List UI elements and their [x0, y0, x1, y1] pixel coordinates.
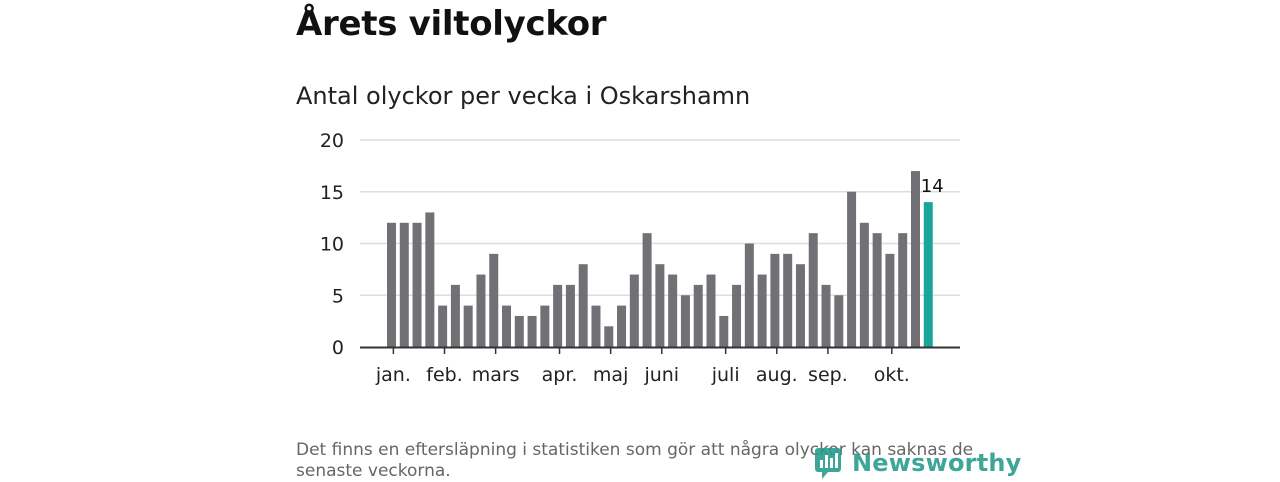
bar [463, 305, 473, 347]
bar [553, 284, 563, 347]
bar [412, 222, 422, 347]
bar [591, 305, 601, 347]
bar [770, 253, 780, 347]
y-tick-label: 0 [332, 337, 344, 359]
x-tick-label: jan. [375, 364, 411, 386]
y-tick-label: 5 [332, 285, 344, 307]
chart-subtitle: Antal olyckor per vecka i Oskarshamn [296, 82, 751, 110]
bar [502, 305, 512, 347]
x-tick-label: sep. [808, 364, 848, 386]
bar [642, 233, 652, 347]
bar [808, 233, 818, 347]
bar [629, 274, 639, 347]
bar [680, 295, 690, 347]
x-tick-label: juli [711, 364, 740, 386]
bar [387, 222, 396, 347]
highlight-value-label: 14 [921, 176, 944, 197]
bar [821, 284, 831, 347]
bar [527, 315, 537, 347]
bar [859, 222, 869, 347]
bar [834, 295, 844, 347]
bar [450, 284, 460, 347]
bar [757, 274, 767, 347]
x-tick-label: apr. [542, 364, 578, 386]
bar [489, 253, 499, 347]
bar [795, 264, 805, 347]
bar [399, 222, 409, 347]
newsworthy-logo-icon [815, 448, 841, 479]
bar [617, 305, 627, 347]
bar [706, 274, 716, 347]
bar [514, 315, 524, 347]
bar [719, 315, 729, 347]
bar [885, 253, 895, 347]
y-tick-label: 15 [320, 182, 344, 204]
bar [693, 284, 703, 347]
footnote: Det finns en eftersläpning i statistiken… [296, 440, 974, 481]
y-tick-label: 20 [320, 130, 344, 152]
x-axis-ticks: jan. feb. mars apr. maj juni juli aug. sep. okt. [375, 347, 910, 386]
bars [387, 171, 933, 347]
bar [425, 212, 435, 347]
bar [872, 233, 882, 347]
bar [578, 264, 588, 347]
bar [732, 284, 742, 347]
bar [438, 305, 448, 347]
y-axis-ticks: 0 5 10 15 20 [320, 130, 344, 359]
bar [847, 191, 857, 347]
x-tick-label: aug. [756, 364, 798, 386]
bar [910, 171, 920, 347]
x-tick-label: feb. [426, 364, 462, 386]
bar [744, 243, 754, 347]
bar [476, 274, 486, 347]
brand-name: Newsworthy [852, 449, 1022, 477]
bar [783, 253, 793, 347]
bar [655, 264, 665, 347]
bar [540, 305, 550, 347]
x-tick-label: okt. [874, 364, 910, 386]
bar [898, 233, 908, 347]
brand-logo: Newsworthy [814, 446, 1022, 480]
y-tick-label: 10 [320, 234, 344, 256]
x-tick-label: mars [472, 364, 520, 386]
x-tick-label: juni [643, 364, 679, 386]
bar-highlight [923, 202, 933, 347]
chart-title: Årets viltolyckor [296, 4, 607, 44]
x-tick-label: maj [593, 364, 628, 386]
bar [668, 274, 678, 347]
bar [565, 284, 575, 347]
bar [604, 326, 614, 347]
